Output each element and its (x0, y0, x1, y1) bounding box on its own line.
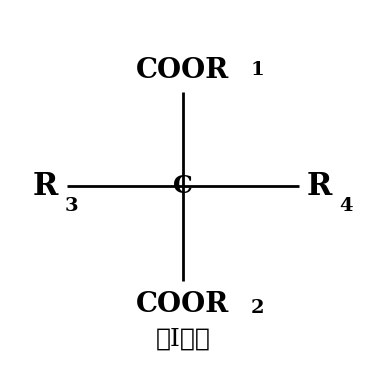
Text: C: C (173, 174, 193, 198)
Text: R: R (306, 171, 332, 202)
Text: 3: 3 (65, 197, 79, 215)
Text: 1: 1 (250, 61, 264, 79)
Text: 4: 4 (339, 197, 353, 215)
Text: 2: 2 (250, 299, 264, 317)
Text: COOR: COOR (137, 57, 229, 84)
Text: R: R (32, 171, 58, 202)
Text: COOR: COOR (137, 291, 229, 318)
Text: （I）。: （I）。 (156, 327, 210, 350)
